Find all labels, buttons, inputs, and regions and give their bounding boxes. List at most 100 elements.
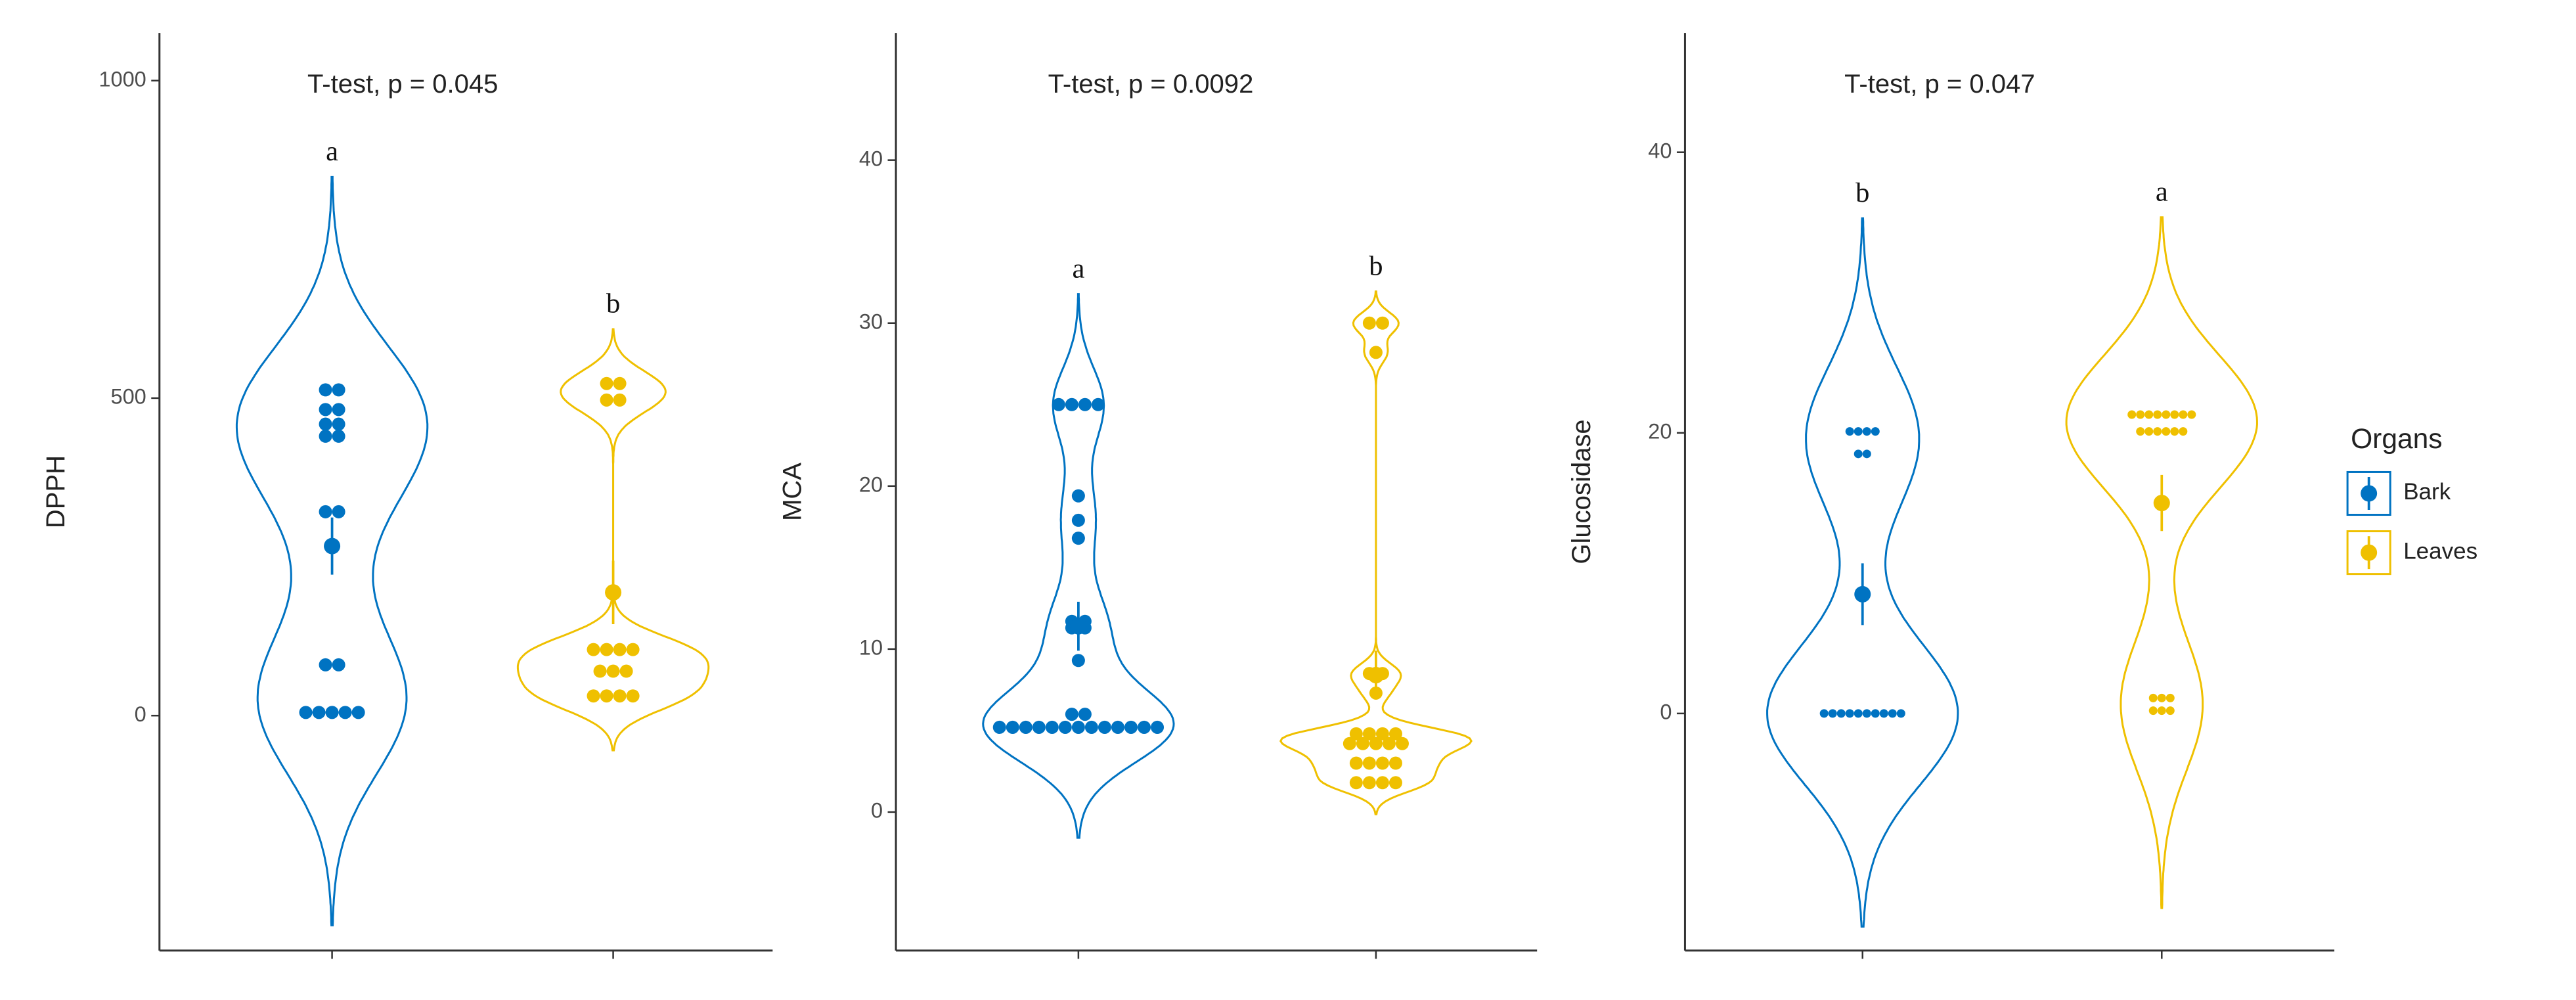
dot bbox=[1362, 776, 1376, 790]
mean-point bbox=[2153, 495, 2170, 512]
y-tick-label: 30 bbox=[859, 309, 883, 333]
dot bbox=[332, 417, 345, 431]
mean-point bbox=[324, 537, 341, 555]
dot bbox=[587, 643, 600, 656]
dot bbox=[1845, 709, 1854, 718]
dot bbox=[319, 658, 332, 671]
dot bbox=[1362, 727, 1376, 740]
dot bbox=[1375, 316, 1389, 330]
dot bbox=[1071, 532, 1085, 545]
dot bbox=[2170, 427, 2179, 436]
dot bbox=[1151, 720, 1165, 734]
dot bbox=[1388, 776, 1402, 790]
dot bbox=[1388, 756, 1402, 770]
dot bbox=[1871, 427, 1880, 436]
dot bbox=[1058, 720, 1072, 734]
annotation: T-test, p = 0.0092 bbox=[1048, 70, 1254, 99]
y-axis-label: MCA bbox=[778, 463, 807, 521]
dot bbox=[1862, 449, 1871, 459]
y-tick-label: 40 bbox=[859, 147, 883, 170]
dot bbox=[2179, 427, 2188, 436]
dot bbox=[2165, 693, 2175, 702]
dot bbox=[2179, 410, 2188, 419]
dot bbox=[319, 429, 332, 443]
legend-key-point bbox=[2361, 485, 2378, 502]
dot bbox=[1019, 720, 1033, 734]
mean-point bbox=[605, 584, 622, 601]
dot bbox=[325, 706, 339, 719]
mean-point bbox=[1367, 667, 1385, 684]
dot bbox=[332, 429, 345, 443]
dot bbox=[587, 689, 600, 703]
dot bbox=[1065, 708, 1078, 721]
group-letter: a bbox=[326, 136, 338, 167]
dot bbox=[2127, 410, 2137, 419]
dot bbox=[1124, 720, 1138, 734]
dot bbox=[2144, 410, 2154, 419]
dot bbox=[593, 664, 607, 678]
y-tick-label: 0 bbox=[1660, 700, 1672, 723]
dot bbox=[2153, 427, 2162, 436]
dot bbox=[613, 393, 627, 407]
dot bbox=[319, 403, 332, 417]
dot bbox=[1854, 709, 1863, 718]
dot bbox=[1395, 737, 1409, 750]
violin bbox=[1279, 290, 1473, 815]
dot bbox=[1032, 720, 1046, 734]
dot bbox=[2136, 427, 2145, 436]
dot bbox=[1854, 449, 1863, 459]
dot bbox=[1356, 737, 1369, 750]
dot bbox=[1369, 346, 1383, 359]
dot bbox=[1375, 756, 1389, 770]
dot bbox=[1349, 756, 1363, 770]
dot bbox=[1071, 720, 1085, 734]
legend-key bbox=[2346, 530, 2391, 576]
dot bbox=[319, 417, 332, 431]
dot bbox=[1065, 398, 1078, 411]
dot bbox=[1078, 398, 1092, 411]
dot bbox=[2157, 706, 2166, 716]
dot bbox=[2157, 693, 2166, 702]
annotation: T-test, p = 0.045 bbox=[307, 70, 498, 99]
dot bbox=[1819, 709, 1829, 718]
dot bbox=[1349, 727, 1363, 740]
dot bbox=[1052, 398, 1065, 411]
dot bbox=[332, 505, 345, 518]
dot bbox=[600, 643, 613, 656]
violin bbox=[235, 175, 429, 926]
dot bbox=[1845, 427, 1854, 436]
group-letter: b bbox=[606, 288, 620, 319]
dot bbox=[332, 383, 345, 397]
legend-key-point bbox=[2361, 544, 2378, 561]
dot bbox=[332, 658, 345, 671]
dot bbox=[606, 664, 620, 678]
dot bbox=[1071, 489, 1085, 503]
dot bbox=[351, 706, 365, 719]
dot bbox=[1375, 727, 1389, 740]
dot bbox=[319, 505, 332, 518]
group-letter: b bbox=[1369, 250, 1383, 281]
legend-label: Bark bbox=[2403, 479, 2451, 505]
y-tick-label: 10 bbox=[859, 635, 883, 659]
dot bbox=[1836, 709, 1846, 718]
dot bbox=[1071, 513, 1085, 527]
dot bbox=[1388, 727, 1402, 740]
y-tick-label: 1000 bbox=[99, 67, 146, 91]
dot bbox=[992, 720, 1006, 734]
violin bbox=[2065, 216, 2258, 909]
dot bbox=[2136, 410, 2145, 419]
y-tick-label: 500 bbox=[110, 385, 146, 409]
dot bbox=[1343, 737, 1356, 750]
violin bbox=[1766, 217, 1959, 928]
dot bbox=[1071, 654, 1085, 668]
y-axis-label: Glucosidase bbox=[1567, 419, 1596, 564]
dot bbox=[1006, 720, 1019, 734]
dot bbox=[1862, 709, 1871, 718]
dot bbox=[2153, 410, 2162, 419]
legend-label: Leaves bbox=[2403, 538, 2477, 564]
dot bbox=[613, 689, 627, 703]
dot bbox=[1137, 720, 1151, 734]
dot bbox=[332, 403, 345, 417]
group-letter: a bbox=[2156, 176, 2168, 207]
